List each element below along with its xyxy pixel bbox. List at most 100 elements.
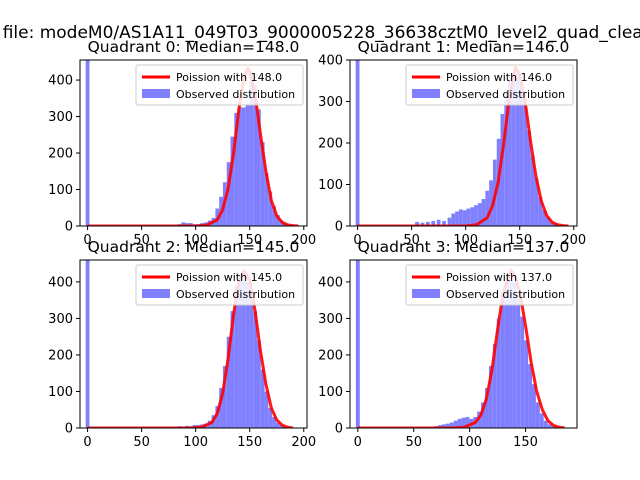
histogram-bar <box>516 298 521 428</box>
legend: Poission with 146.0 Observed distribution <box>405 64 574 106</box>
x-tick-label: 150 <box>237 435 262 450</box>
legend-label: Observed distribution <box>446 288 565 301</box>
x-tick-label: 200 <box>561 233 586 248</box>
legend-label: Observed distribution <box>176 288 295 301</box>
histogram-bar <box>355 60 360 226</box>
legend: Poission with 148.0 Observed distribution <box>135 64 304 106</box>
histogram-bar <box>543 420 548 428</box>
legend: Poission with 145.0 Observed distribution <box>135 264 304 306</box>
legend-box <box>135 264 304 306</box>
y-tick-label: 100 <box>318 178 343 193</box>
histogram-bar <box>447 217 452 226</box>
y-tick-label: 400 <box>48 275 73 290</box>
histogram-bar <box>441 424 446 428</box>
histogram-bar <box>253 85 257 226</box>
y-tick-label: 200 <box>318 137 343 152</box>
x-tick-label: 100 <box>457 435 482 450</box>
legend-label: Poission with 137.0 <box>446 271 552 284</box>
histogram-bar <box>275 422 280 428</box>
x-tick-label: 0 <box>354 435 362 450</box>
histogram-bar <box>230 311 235 428</box>
histogram-bar <box>268 407 273 428</box>
histogram-bar <box>279 425 284 428</box>
x-tick-label: 50 <box>133 233 150 248</box>
x-tick-label: 50 <box>403 233 420 248</box>
legend-label: Poission with 148.0 <box>176 71 282 84</box>
histogram-bar <box>355 260 360 428</box>
legend-label: Poission with 146.0 <box>446 71 552 84</box>
histogram-bar <box>538 196 543 226</box>
histogram-bar <box>462 210 467 226</box>
histogram-bar <box>245 281 250 428</box>
chart-panel-1: 0 50 100 150 200 0 100 200 300 400 Quadrant 1: Med… <box>318 38 586 248</box>
histogram-bar <box>530 155 535 226</box>
histogram-bar <box>226 162 231 226</box>
histogram-bar <box>504 93 509 226</box>
histogram-bar <box>241 107 246 226</box>
chart-title: Quadrant 0: Median=148.0 <box>88 38 300 56</box>
histogram-bar <box>551 426 556 428</box>
x-tick-label: 50 <box>133 435 150 450</box>
x-tick-label: 150 <box>507 233 532 248</box>
histogram-bar <box>531 384 536 428</box>
histogram-bar <box>415 221 419 226</box>
histogram-bar <box>481 402 486 428</box>
histogram-bar <box>238 107 242 226</box>
y-tick-label: 100 <box>48 385 73 400</box>
legend-label: Observed distribution <box>446 88 565 101</box>
histogram-bar <box>474 205 478 226</box>
histogram-bar <box>181 222 186 226</box>
histogram-bar <box>547 424 552 428</box>
y-tick-label: 400 <box>48 74 73 89</box>
histogram-bar <box>496 318 501 428</box>
histogram-bar <box>515 74 520 226</box>
histogram-bar <box>500 113 505 226</box>
x-tick-label: 150 <box>237 233 262 248</box>
histogram-bar <box>458 209 463 226</box>
histogram-bar <box>451 213 456 226</box>
x-tick-label: 0 <box>353 233 361 248</box>
histogram-bar <box>545 217 550 226</box>
y-tick-label: 0 <box>65 220 73 235</box>
histogram-bar <box>215 406 220 428</box>
y-tick-label: 0 <box>335 220 343 235</box>
y-tick-label: 400 <box>318 275 343 290</box>
histogram-bar <box>504 280 509 428</box>
histogram-bar <box>425 221 430 226</box>
histogram-bar <box>442 221 446 226</box>
histogram-bar <box>230 136 235 226</box>
histogram-bar <box>520 316 525 428</box>
histogram-bar <box>257 109 261 226</box>
x-tick-label: 0 <box>83 435 91 450</box>
histogram-bar <box>226 336 231 428</box>
histogram-bar <box>539 413 544 428</box>
axes-frame <box>79 59 308 227</box>
legend-label: Poission with 145.0 <box>176 271 282 284</box>
histogram-bar <box>477 203 482 226</box>
histogram-bar <box>508 78 512 226</box>
histogram-bar <box>489 180 493 226</box>
histogram-bar <box>549 221 554 226</box>
histogram-bar <box>492 344 497 428</box>
histogram-bar <box>260 369 265 428</box>
histogram-bar <box>222 365 227 428</box>
x-tick-label: 200 <box>291 233 316 248</box>
chart-title: Quadrant 2: Median=145.0 <box>88 238 300 256</box>
legend: Poission with 137.0 Observed distribution <box>405 264 574 306</box>
histogram-bar <box>272 205 276 226</box>
chart-title: Quadrant 1: Median=146.0 <box>358 38 570 56</box>
chart-panel-3: 0 50 100 150 0 100 200 300 400 Quadrant 3: Median… <box>318 238 578 450</box>
histogram-bar <box>512 281 517 428</box>
y-tick-label: 0 <box>335 422 343 437</box>
x-tick-label: 0 <box>83 233 91 248</box>
histogram-bar <box>542 209 546 226</box>
plot-area <box>355 60 569 226</box>
histogram-bar <box>488 365 493 428</box>
histogram-bar <box>511 72 516 226</box>
histogram-bar <box>470 207 475 226</box>
histogram-bar <box>219 387 223 428</box>
y-tick-label: 300 <box>318 312 343 327</box>
legend-label: Observed distribution <box>176 88 295 101</box>
legend-box <box>135 64 304 106</box>
